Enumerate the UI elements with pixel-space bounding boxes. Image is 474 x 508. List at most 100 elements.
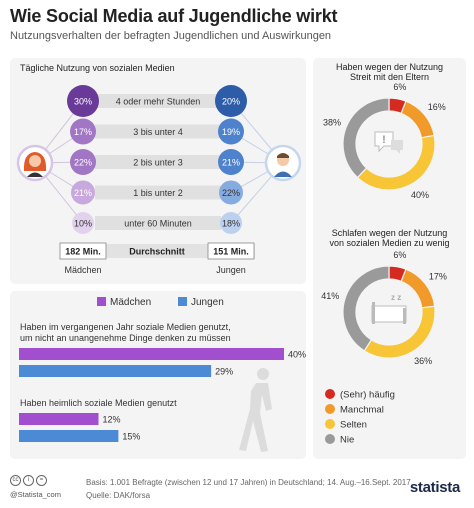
legend-label: Selten bbox=[340, 420, 367, 431]
donut-value-label: 6% bbox=[393, 250, 406, 260]
donut-value-label: 6% bbox=[393, 82, 406, 92]
donut1-title-line1: Haben wegen der Nutzung bbox=[335, 62, 444, 72]
footer: cc i = @Statista_com Basis: 1.001 Befrag… bbox=[0, 466, 474, 508]
source-note: Quelle: DAK/forsa bbox=[86, 491, 151, 500]
legend-label: Manchmal bbox=[340, 405, 384, 416]
donut-value-label: 36% bbox=[414, 356, 432, 366]
bar-girls bbox=[19, 413, 99, 425]
girls-value-circle bbox=[67, 85, 99, 117]
legend-swatch bbox=[325, 419, 335, 429]
q1-line1: Haben im vergangenen Jahr soziale Medien… bbox=[20, 322, 231, 332]
avg-bar bbox=[62, 244, 255, 258]
bar-value-label: 40% bbox=[288, 350, 306, 360]
usage-row-bar bbox=[95, 155, 221, 169]
avg-girls-box bbox=[59, 242, 107, 260]
usage-title: Tägliche Nutzung von sozialen Medien bbox=[20, 63, 175, 73]
donut-legend: (Sehr) häufig Manchmal Selten Nie bbox=[325, 389, 395, 446]
legend-swatch bbox=[325, 389, 335, 399]
cc-icon: cc bbox=[10, 475, 21, 486]
basis-note: Basis: 1.001 Befragte (zwischen 12 und 1… bbox=[86, 478, 411, 487]
nd-icon: = bbox=[36, 475, 47, 486]
donut-value-label: 16% bbox=[428, 102, 446, 112]
donut-value-label: 38% bbox=[323, 118, 341, 128]
boys-value-circle bbox=[215, 85, 247, 117]
donut-value-label: 40% bbox=[411, 190, 429, 200]
legend-swatch bbox=[325, 404, 335, 414]
boys-label: Jungen bbox=[216, 265, 246, 275]
legend-label: (Sehr) häufig bbox=[340, 390, 395, 401]
bars-group: 40% 29% 12%15% bbox=[19, 348, 306, 442]
bar-boys bbox=[19, 365, 212, 377]
donut-slice bbox=[342, 265, 390, 352]
donut-value-label: 41% bbox=[321, 291, 339, 301]
girls-value-label: 10% bbox=[74, 219, 92, 229]
girls-value-label: 17% bbox=[74, 127, 92, 137]
donut-slice bbox=[342, 97, 390, 179]
legend-label: Nie bbox=[340, 435, 354, 446]
avg-girls-value: 182 Min. bbox=[65, 247, 101, 257]
bar-value-label: 15% bbox=[122, 432, 140, 442]
donut2-title-line1: Schlafen wegen der Nutzung bbox=[331, 228, 448, 238]
bed-sleep-icon: z z bbox=[371, 293, 407, 324]
boys-value-label: 22% bbox=[222, 188, 240, 198]
usage-row-bar bbox=[95, 185, 221, 200]
usage-rows: 4 oder mehr Stunden 30% 20% 3 bis unter 4 17… bbox=[67, 85, 247, 234]
usage-row-label: 3 bis unter 4 bbox=[133, 127, 183, 137]
boys-value-label: 20% bbox=[222, 97, 240, 107]
boys-value-circle bbox=[218, 118, 244, 145]
usage-row-label: 1 bis unter 2 bbox=[133, 188, 183, 198]
boys-value-label: 19% bbox=[222, 127, 240, 137]
legend-boys-swatch bbox=[178, 297, 187, 306]
avg-boys-value: 151 Min. bbox=[213, 247, 249, 257]
girl-avatar-icon bbox=[16, 144, 54, 182]
boy-avatar-icon bbox=[264, 144, 302, 182]
legend-girls-swatch bbox=[97, 297, 106, 306]
svg-text:z z: z z bbox=[391, 293, 401, 302]
avg-boys-box bbox=[207, 242, 255, 260]
page-title: Wie Social Media auf Jugendliche wirkt bbox=[10, 6, 338, 26]
boys-value-label: 21% bbox=[222, 158, 240, 168]
girls-value-circle bbox=[72, 212, 94, 234]
boys-value-label: 18% bbox=[222, 219, 240, 229]
donut-charts: 6% 16% 40% 38% 6% 17% 36% 41% (Sehr) häufig Man… bbox=[321, 82, 447, 446]
girls-value-label: 30% bbox=[74, 97, 92, 107]
usage-row-label: 4 oder mehr Stunden bbox=[116, 97, 201, 107]
q1-line2: um nicht an unangenehme Dinge denken zu … bbox=[20, 333, 231, 343]
legend-swatch bbox=[325, 434, 335, 444]
donut2-title-line2: von sozialen Medien zu wenig bbox=[329, 238, 450, 248]
by-icon: i bbox=[23, 475, 34, 486]
legend-girls-label: Mädchen bbox=[110, 297, 151, 308]
bar-girls bbox=[19, 348, 284, 360]
statista-handle: @Statista_com bbox=[10, 490, 61, 499]
girls-value-circle bbox=[71, 180, 95, 205]
walking-person-icon bbox=[239, 368, 272, 452]
avg-label: Durchschnitt bbox=[129, 247, 185, 257]
q2-label: Haben heimlich soziale Medien genutzt bbox=[20, 398, 177, 408]
bars-chart: Mädchen Jungen Haben im vergangenen Jahr… bbox=[19, 297, 306, 452]
boys-value-circle bbox=[218, 149, 244, 175]
bar-boys bbox=[19, 430, 119, 442]
donut-value-label: 17% bbox=[429, 271, 447, 281]
girls-value-circle bbox=[70, 118, 96, 145]
girls-value-label: 22% bbox=[74, 158, 92, 168]
usage-row-bar bbox=[95, 124, 221, 139]
usage-row-label: 2 bis unter 3 bbox=[133, 158, 183, 168]
cc-license-icons: cc i = bbox=[10, 475, 47, 486]
argument-icon: ! bbox=[374, 131, 403, 154]
usage-row-label: unter 60 Minuten bbox=[124, 219, 192, 229]
girls-value-label: 21% bbox=[74, 188, 92, 198]
legend-boys-label: Jungen bbox=[191, 297, 224, 308]
girls-label: Mädchen bbox=[64, 265, 101, 275]
usage-row-bar bbox=[95, 216, 221, 230]
bar-value-label: 12% bbox=[103, 415, 121, 425]
usage-chart: 4 oder mehr Stunden 30% 20% 3 bis unter 4 17… bbox=[16, 85, 302, 275]
girls-value-circle bbox=[70, 149, 96, 175]
usage-row-bar bbox=[95, 94, 221, 108]
svg-text:!: ! bbox=[382, 134, 386, 146]
donut1-title-line2: Streit mit den Eltern bbox=[349, 72, 430, 82]
statista-logo[interactable]: statista bbox=[409, 479, 460, 496]
page-subtitle: Nutzungsverhalten der befragten Jugendli… bbox=[10, 30, 332, 42]
boys-value-circle bbox=[220, 212, 242, 234]
donut-schlaf: 6% 17% 36% 41% bbox=[321, 250, 447, 366]
bar-value-label: 29% bbox=[215, 367, 233, 377]
